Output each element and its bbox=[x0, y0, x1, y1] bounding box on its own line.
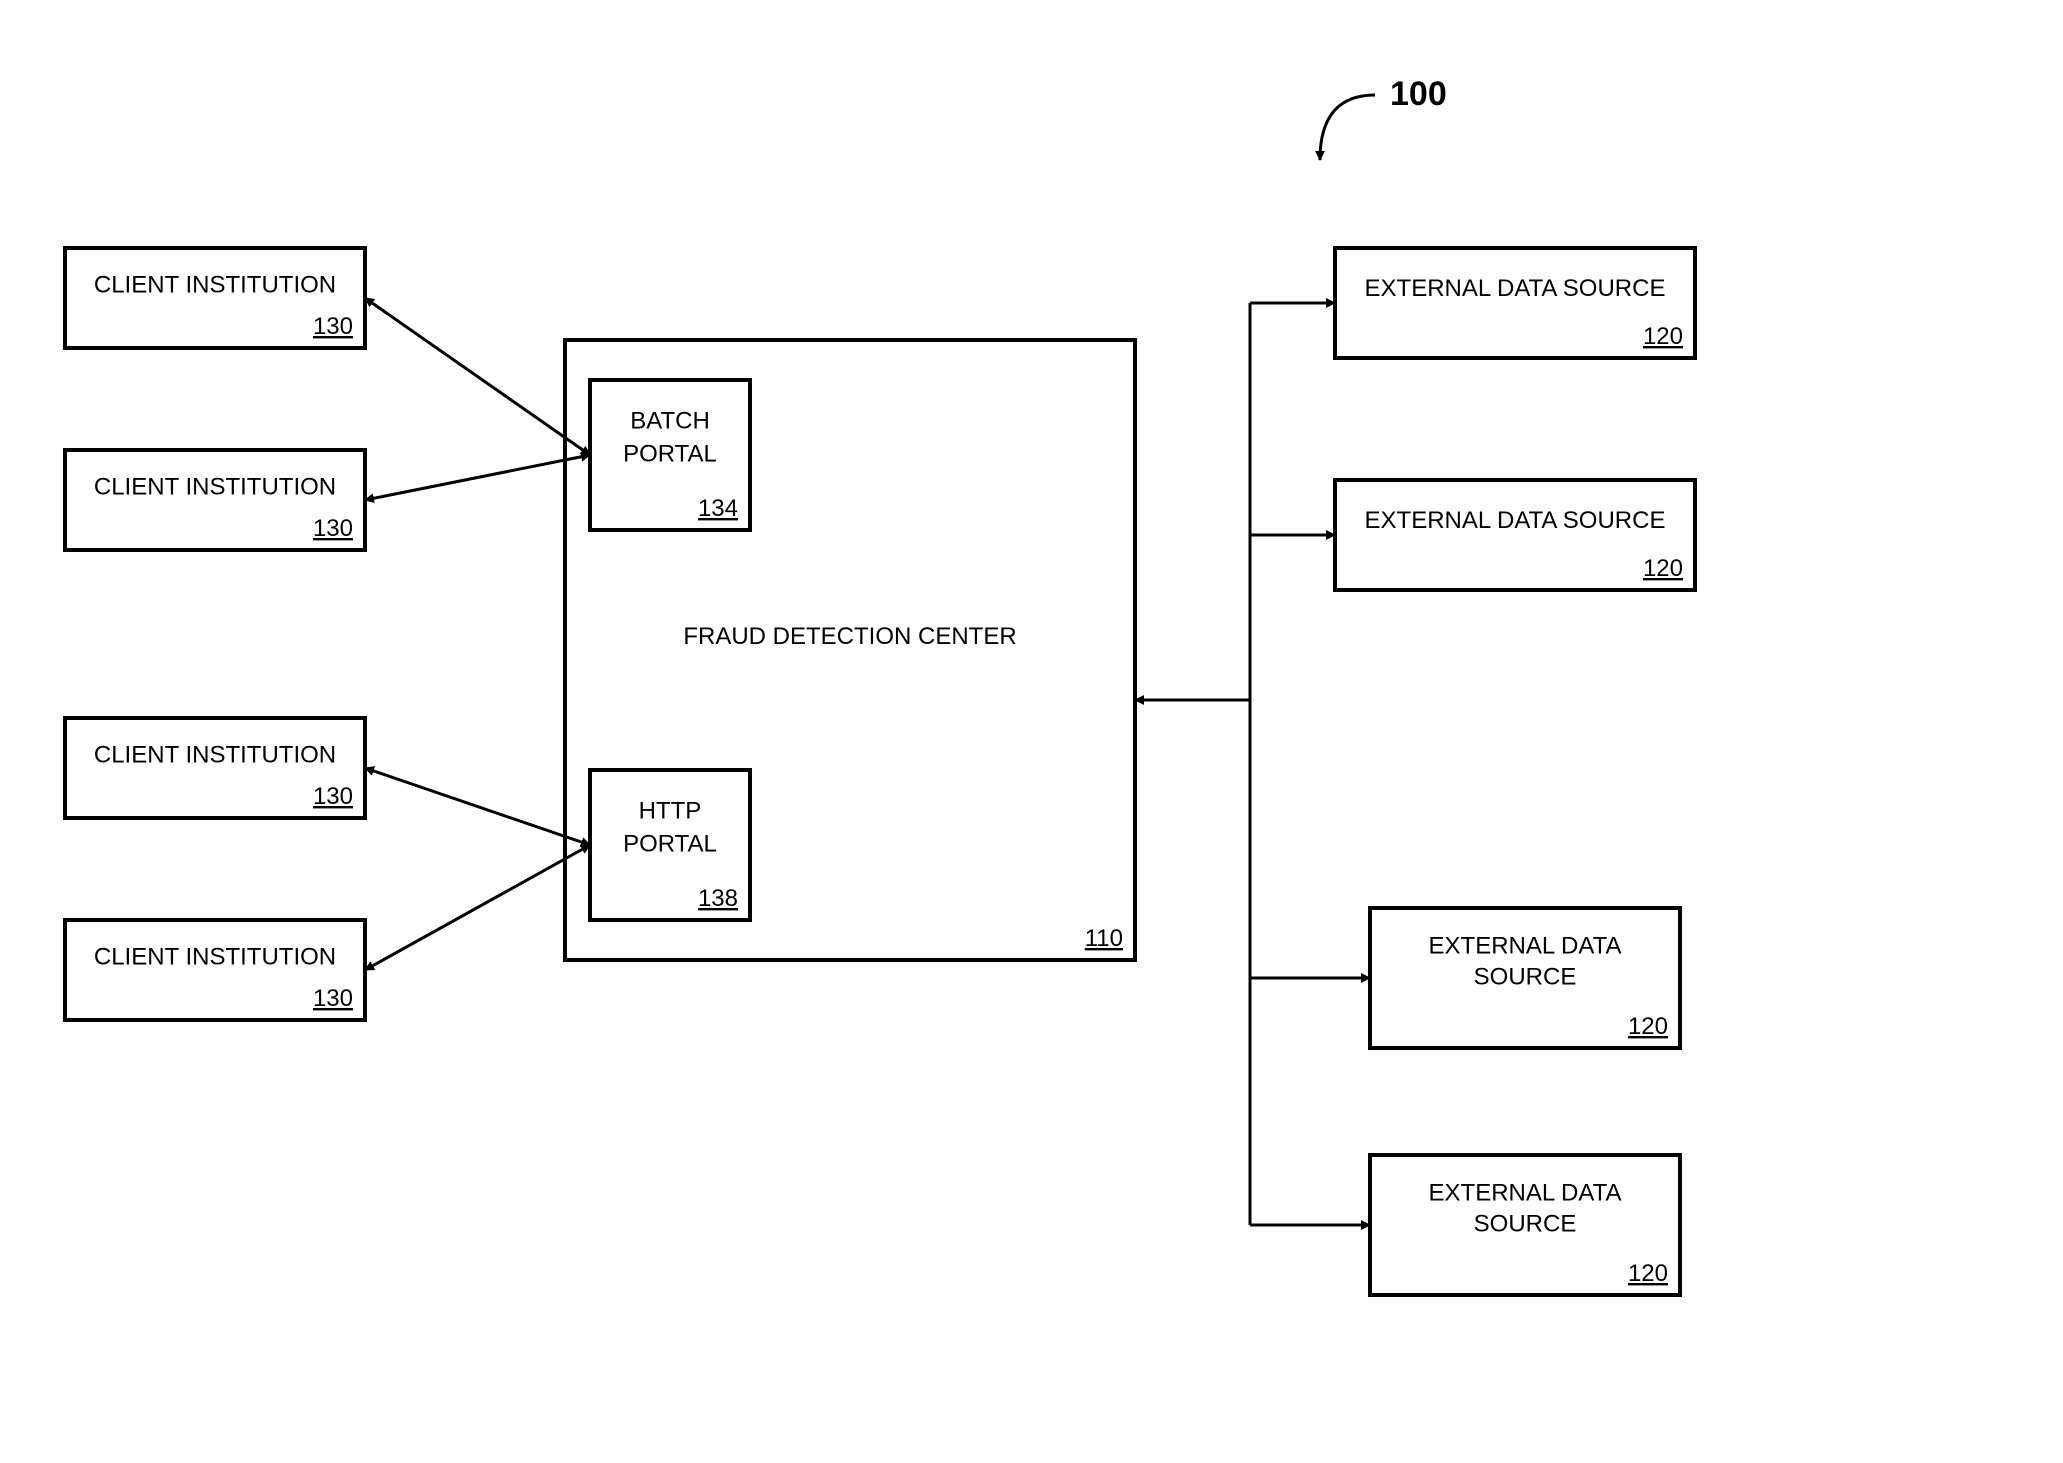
arrow-client-portal-0 bbox=[365, 298, 590, 455]
box-label-ext2: EXTERNAL DATA SOURCE bbox=[1365, 507, 1666, 534]
box-ref-ext4: 120 bbox=[1628, 1260, 1668, 1287]
right-bus bbox=[1135, 303, 1370, 1225]
box-ref-ext1: 120 bbox=[1643, 323, 1683, 350]
box-ref-client1: 130 bbox=[313, 313, 353, 340]
box-ref-fdc: 110 bbox=[1085, 925, 1123, 952]
box-client3: CLIENT INSTITUTION 130 bbox=[65, 718, 365, 818]
box-label-top-ext4: EXTERNAL DATA bbox=[1429, 1180, 1622, 1207]
figure-label: 100 bbox=[1390, 75, 1447, 113]
arrow-client-portal-3 bbox=[365, 845, 590, 970]
box-label-top-http: HTTP bbox=[639, 797, 702, 824]
box-label-bot-ext3: SOURCE bbox=[1474, 963, 1577, 990]
box-ref-client3: 130 bbox=[313, 783, 353, 810]
box-label-client1: CLIENT INSTITUTION bbox=[94, 271, 336, 298]
box-ref-http: 138 bbox=[698, 885, 738, 912]
figure-label-pointer bbox=[1320, 95, 1375, 160]
arrow-client-portal-2 bbox=[365, 768, 590, 845]
box-ref-ext3: 120 bbox=[1628, 1013, 1668, 1040]
box-ref-client4: 130 bbox=[313, 985, 353, 1012]
box-ref-batch: 134 bbox=[698, 495, 738, 522]
box-batch: BATCH PORTAL 134 bbox=[590, 380, 750, 530]
box-ext4: EXTERNAL DATA SOURCE 120 bbox=[1370, 1155, 1680, 1295]
arrow-client-portal-1 bbox=[365, 455, 590, 500]
box-ref-ext2: 120 bbox=[1643, 555, 1683, 582]
box-client2: CLIENT INSTITUTION 130 bbox=[65, 450, 365, 550]
box-ext2: EXTERNAL DATA SOURCE 120 bbox=[1335, 480, 1695, 590]
box-label-fdc: FRAUD DETECTION CENTER bbox=[683, 623, 1016, 650]
box-label-bot-http: PORTAL bbox=[623, 830, 717, 857]
box-label-client4: CLIENT INSTITUTION bbox=[94, 943, 336, 970]
box-label-bot-ext4: SOURCE bbox=[1474, 1210, 1577, 1237]
box-label-top-batch: BATCH bbox=[630, 407, 710, 434]
box-label-client2: CLIENT INSTITUTION bbox=[94, 473, 336, 500]
box-label-top-ext3: EXTERNAL DATA bbox=[1429, 933, 1622, 960]
box-label-bot-batch: PORTAL bbox=[623, 440, 717, 467]
box-ext3: EXTERNAL DATA SOURCE 120 bbox=[1370, 908, 1680, 1048]
box-label-client3: CLIENT INSTITUTION bbox=[94, 741, 336, 768]
box-ref-client2: 130 bbox=[313, 515, 353, 542]
box-http: HTTP PORTAL 138 bbox=[590, 770, 750, 920]
box-client1: CLIENT INSTITUTION 130 bbox=[65, 248, 365, 348]
box-ext1: EXTERNAL DATA SOURCE 120 bbox=[1335, 248, 1695, 358]
box-label-ext1: EXTERNAL DATA SOURCE bbox=[1365, 275, 1666, 302]
box-client4: CLIENT INSTITUTION 130 bbox=[65, 920, 365, 1020]
